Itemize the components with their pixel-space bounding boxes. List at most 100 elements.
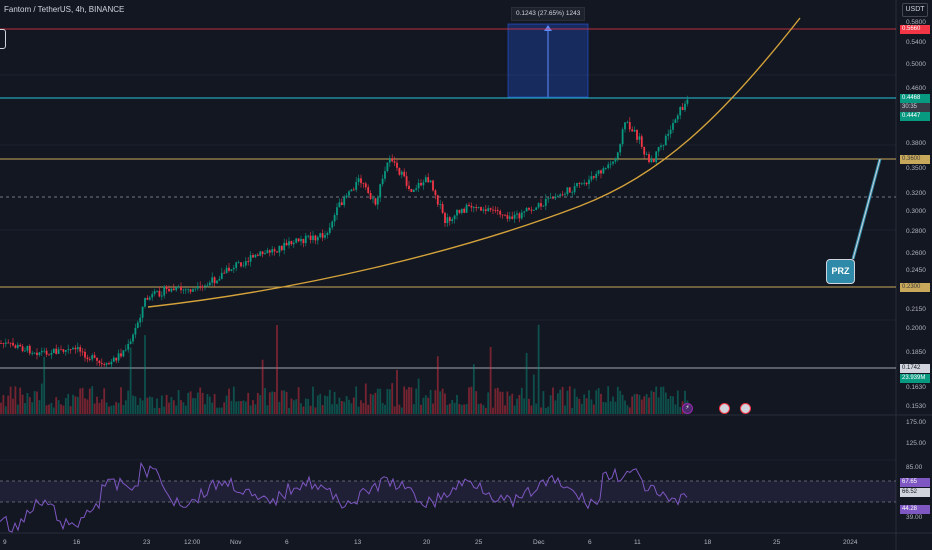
volume-bar — [98, 402, 101, 414]
volume-bar — [91, 386, 94, 414]
volume-bar — [48, 404, 50, 414]
volume-bar — [115, 401, 118, 414]
volume-bar — [240, 401, 242, 414]
candle-body — [626, 122, 629, 123]
time-label: 20 — [423, 539, 431, 546]
candle-body — [470, 205, 473, 208]
candle-body — [424, 177, 427, 183]
volume-bar — [276, 324, 278, 414]
candle-body — [100, 363, 103, 365]
volume-bar — [55, 397, 58, 414]
volume-bar — [633, 394, 636, 414]
candle-body — [379, 184, 382, 198]
candle-body — [352, 189, 355, 191]
volume-bar — [316, 395, 319, 414]
volume-bar — [177, 390, 180, 414]
volume-bar — [352, 397, 355, 414]
volume-bar — [619, 390, 622, 414]
candle-body — [0, 343, 2, 344]
measure-label: 0.1243 (27.65%) 1243 — [511, 7, 586, 21]
time-label: 11 — [634, 539, 641, 546]
candle-body — [180, 286, 182, 291]
volume-bar — [139, 398, 142, 414]
candle-body — [146, 297, 149, 300]
candle-body — [316, 237, 319, 241]
candle-body — [33, 352, 36, 354]
candle-body — [93, 355, 96, 358]
volume-bar — [172, 400, 175, 414]
candle-body — [24, 350, 26, 352]
volume-bar — [410, 387, 413, 414]
volume-bar — [393, 406, 396, 414]
candle-body — [686, 99, 689, 104]
volume-bar — [103, 388, 106, 414]
flash-icon[interactable]: ⚡ — [682, 403, 693, 414]
side-panel-toggle[interactable] — [0, 29, 6, 49]
candle-body — [254, 254, 257, 258]
candle-body — [504, 214, 506, 216]
currency-selector[interactable]: USDT — [902, 3, 928, 17]
volume-bar — [532, 374, 535, 414]
volume-bar — [585, 398, 588, 414]
volume-bar — [420, 404, 422, 414]
earnings-icon[interactable] — [740, 403, 751, 414]
candle-body — [343, 197, 346, 206]
volume-bar — [374, 392, 377, 414]
candle-body — [475, 207, 478, 209]
candle-body — [134, 327, 137, 335]
volume-bar — [67, 393, 70, 414]
volume-bar — [168, 402, 170, 414]
candle-body — [463, 208, 466, 213]
candle-body — [240, 262, 242, 267]
volume-bar — [626, 405, 629, 414]
candle-body — [472, 207, 475, 208]
volume-bar — [88, 388, 91, 414]
volume-bar — [285, 391, 288, 414]
candle-body — [374, 198, 377, 205]
candle-body — [160, 295, 163, 297]
candle-body — [650, 158, 653, 163]
candle-body — [331, 221, 334, 228]
candle-body — [108, 363, 110, 365]
volume-bar — [328, 389, 331, 414]
earnings-icon[interactable] — [719, 403, 730, 414]
candle-body — [67, 349, 70, 351]
volume-bar — [648, 397, 650, 414]
candlesticks — [0, 95, 689, 369]
volume-bar — [28, 397, 31, 414]
candle-body — [295, 238, 298, 243]
volume-bar — [158, 407, 161, 414]
candle-body — [148, 297, 151, 300]
volume-bar — [621, 394, 624, 414]
candle-body — [216, 280, 218, 284]
candle-body — [333, 215, 336, 222]
volume-bar — [523, 398, 526, 414]
volume-bar — [225, 395, 228, 414]
volume-bar — [657, 397, 660, 414]
candle-body — [369, 193, 372, 199]
volume-bar — [676, 390, 679, 414]
candle-body — [434, 190, 437, 196]
candle-body — [492, 209, 494, 211]
volume-bar — [367, 404, 370, 414]
volume-bar — [64, 398, 67, 414]
volume-bar — [170, 397, 173, 414]
volume-bar — [381, 402, 384, 414]
candle-body — [578, 183, 581, 184]
volume-bar — [388, 389, 391, 414]
candle-body — [55, 348, 58, 354]
volume-bar — [614, 401, 617, 414]
candle-body — [544, 198, 547, 206]
candle-body — [264, 253, 266, 255]
volume-bar — [664, 392, 667, 414]
symbol-title[interactable]: Fantom / TetherUS, 4h, BINANCE — [4, 5, 125, 14]
volume-bar — [12, 398, 14, 414]
volume-bar — [338, 397, 341, 414]
volume-bar — [211, 402, 214, 414]
time-label: Dec — [533, 539, 545, 546]
prz-callout[interactable]: PRZ — [826, 259, 855, 284]
candle-body — [386, 162, 389, 172]
candle-body — [523, 211, 526, 213]
volume-bar — [364, 383, 367, 414]
